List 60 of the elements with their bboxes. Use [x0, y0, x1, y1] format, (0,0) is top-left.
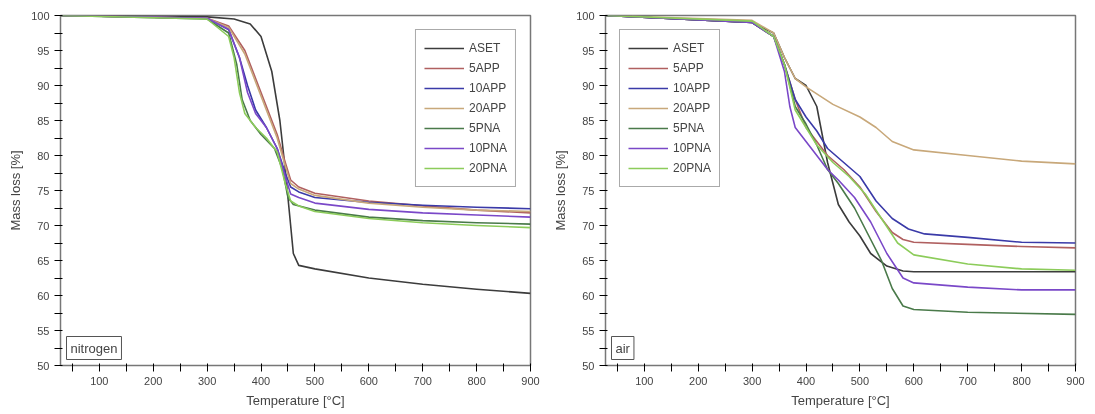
legend-label: 5PNA — [673, 121, 705, 135]
y-tick-label: 65 — [582, 254, 595, 267]
x-tick-label: 500 — [850, 374, 870, 387]
x-tick-label: 100 — [635, 374, 654, 387]
x-tick-label: 800 — [1012, 374, 1031, 387]
y-tick-label: 70 — [582, 219, 595, 232]
legend-label: 5APP — [673, 61, 704, 75]
x-tick-label: 900 — [1066, 374, 1085, 387]
y-tick-label: 85 — [37, 114, 50, 127]
x-axis-title: Temperature [°C] — [246, 392, 345, 408]
legend-label: 20APP — [673, 101, 711, 115]
x-tick-label: 300 — [197, 374, 217, 387]
x-tick-label: 700 — [413, 374, 432, 387]
y-tick-label: 50 — [582, 359, 595, 372]
x-tick-label: 400 — [251, 374, 271, 387]
y-axis-title: Mass loss [%] — [8, 150, 24, 231]
annotation: air — [615, 340, 631, 356]
y-tick-label: 90 — [37, 79, 50, 92]
y-tick-label: 50 — [37, 359, 50, 372]
y-tick-label: 95 — [37, 44, 50, 57]
y-tick-label: 65 — [37, 254, 50, 267]
y-tick-label: 95 — [582, 44, 595, 57]
y-tick-label: 80 — [37, 149, 50, 162]
annotation: nitrogen — [70, 340, 118, 356]
y-tick-label: 70 — [37, 219, 50, 232]
x-axis-title: Temperature [°C] — [791, 392, 890, 408]
y-tick-label: 60 — [582, 289, 595, 302]
legend-label: 20APP — [468, 101, 507, 115]
legend-label: 20PNA — [673, 161, 712, 175]
y-tick-label: 60 — [37, 289, 50, 302]
x-tick-label: 200 — [144, 374, 163, 387]
x-tick-label: 600 — [359, 374, 378, 387]
legend-label: 10APP — [468, 81, 507, 95]
x-tick-label: 200 — [689, 374, 708, 387]
y-axis-title: Mass loss [%] — [553, 150, 569, 231]
y-tick-label: 55 — [582, 324, 595, 337]
y-tick-label: 80 — [582, 149, 595, 162]
x-tick-label: 400 — [796, 374, 816, 387]
y-tick-label: 100 — [576, 9, 595, 22]
legend-label: ASET — [673, 41, 705, 55]
legend-label: 5APP — [468, 61, 500, 75]
legend-label: 10PNA — [673, 141, 712, 155]
legend-label: 10PNA — [468, 141, 507, 155]
legend-label: 5PNA — [468, 121, 501, 135]
x-tick-label: 300 — [742, 374, 762, 387]
x-tick-label: 700 — [958, 374, 977, 387]
y-tick-label: 90 — [582, 79, 595, 92]
x-tick-label: 600 — [904, 374, 923, 387]
y-tick-label: 100 — [31, 9, 50, 22]
y-tick-label: 75 — [37, 184, 50, 197]
legend-label: 10APP — [673, 81, 711, 95]
x-tick-label: 800 — [467, 374, 486, 387]
y-tick-label: 85 — [582, 114, 595, 127]
legend-label: 20PNA — [468, 161, 507, 175]
y-tick-label: 55 — [37, 324, 50, 337]
x-tick-label: 900 — [521, 374, 540, 387]
legend-label: ASET — [468, 41, 501, 55]
y-tick-label: 75 — [582, 184, 595, 197]
x-tick-label: 500 — [305, 374, 325, 387]
x-tick-label: 100 — [90, 374, 109, 387]
